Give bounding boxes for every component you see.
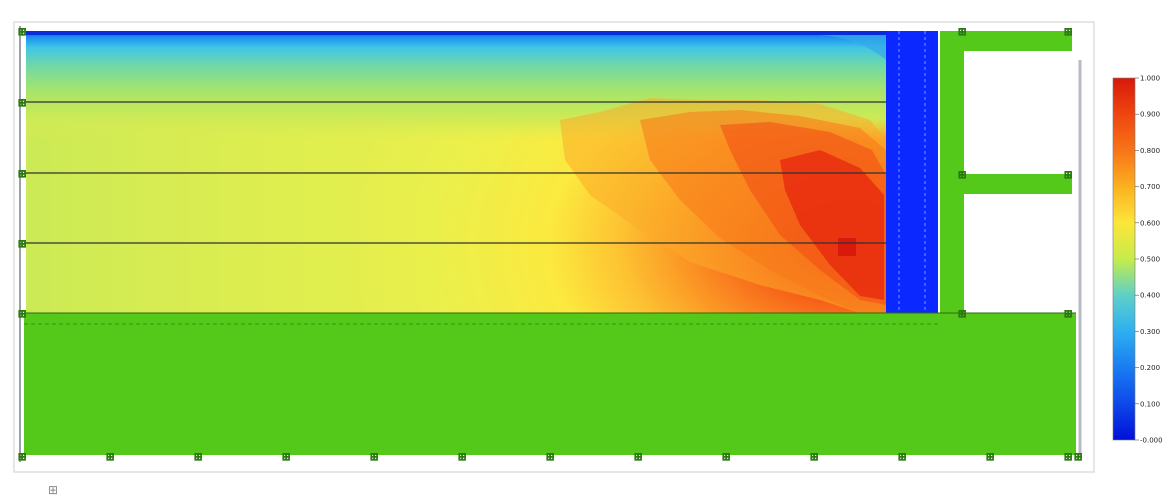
colorbar-tick-label: 0.900 bbox=[1140, 111, 1160, 119]
node-marker: ⊞ bbox=[958, 27, 966, 38]
colorbar-tick-label: 0.600 bbox=[1140, 219, 1160, 227]
colorbar-tick-label: 0.800 bbox=[1140, 147, 1160, 155]
node-marker: ⊞ bbox=[1074, 452, 1082, 463]
node-marker: ⊞ bbox=[194, 452, 202, 463]
node-marker: ⊞ bbox=[810, 452, 818, 463]
colorbar-tick-label: 0.700 bbox=[1140, 183, 1160, 191]
node-marker: ⊞ bbox=[1064, 27, 1072, 38]
node-marker: ⊞ bbox=[1064, 170, 1072, 181]
colorbar-tick-label: 1.000 bbox=[1140, 75, 1160, 83]
support-structure bbox=[940, 31, 1072, 313]
node-marker: ⊞ bbox=[18, 98, 26, 109]
colorbar-tick-label: 0.400 bbox=[1140, 292, 1160, 300]
node-marker: ⊞ bbox=[18, 452, 26, 463]
node-marker: ⊞ bbox=[722, 452, 730, 463]
node-marker: ⊞ bbox=[1064, 309, 1072, 320]
node-marker: ⊞ bbox=[958, 170, 966, 181]
retaining-wall bbox=[886, 31, 938, 313]
node-marker: ⊞ bbox=[18, 27, 26, 38]
node-marker: ⊞ bbox=[106, 452, 114, 463]
node-marker: ⊞ bbox=[634, 452, 642, 463]
colorbar-tick-label: 0.300 bbox=[1140, 328, 1160, 336]
node-marker: ⊞ bbox=[546, 452, 554, 463]
colorbar-gradient bbox=[1112, 77, 1136, 441]
layer-lines bbox=[24, 101, 886, 244]
node-marker: ⊞ bbox=[18, 309, 26, 320]
node-marker: ⊞ bbox=[958, 309, 966, 320]
plot-frame bbox=[13, 21, 1095, 473]
colorbar-tick-label: 0.500 bbox=[1140, 256, 1160, 264]
node-marker: ⊞ bbox=[370, 452, 378, 463]
node-marker: ⊞ bbox=[282, 452, 290, 463]
colorbar-tick-label: -0.000 bbox=[1140, 437, 1163, 445]
node-marker: ⊞ bbox=[1064, 452, 1072, 463]
contour-peak bbox=[838, 238, 856, 256]
footer-marker: ⊞ bbox=[48, 483, 58, 497]
node-markers: ⊞ ⊞ ⊞ ⊞ ⊞ ⊞ ⊞ ⊞ ⊞ ⊞ ⊞ ⊞ ⊞⊞⊞⊞⊞⊞⊞ ⊞⊞ ⊞⊞ ⊞⊞ bbox=[18, 27, 1083, 464]
node-marker: ⊞ bbox=[18, 169, 26, 180]
node-marker: ⊞ bbox=[898, 452, 906, 463]
contour-band-red bbox=[780, 150, 884, 300]
node-marker: ⊞ bbox=[986, 452, 994, 463]
colorbar: 1.000 0.900 0.800 0.700 0.600 0.500 0.400 0.300… bbox=[1112, 75, 1163, 445]
node-marker: ⊞ bbox=[18, 239, 26, 250]
contour-field bbox=[26, 31, 886, 313]
lower-soil-layer bbox=[24, 313, 1076, 455]
node-marker: ⊞ bbox=[458, 452, 466, 463]
colorbar-tick-label: 0.100 bbox=[1140, 400, 1160, 408]
colorbar-tick-label: 0.200 bbox=[1140, 364, 1160, 372]
